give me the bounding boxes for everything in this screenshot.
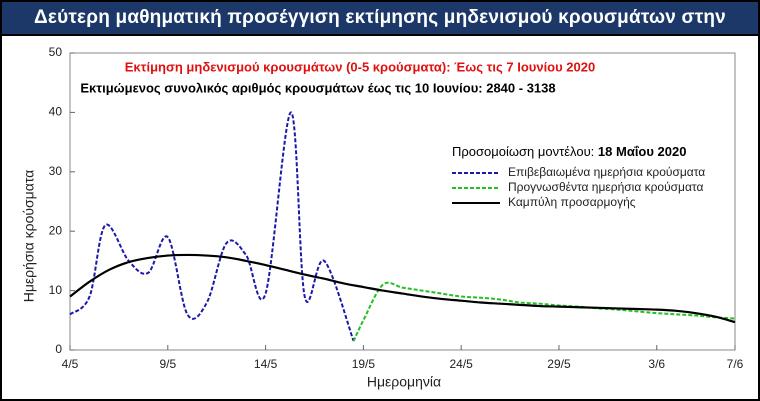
annotation: Εκτιμώμενος συνολικός αριθμός κρουσμάτων… [80,80,555,95]
chart: Εκτίμηση μηδενισμού κρουσμάτων (0-5 κρού… [2,36,758,399]
x-tick-label: 7/6 [727,357,744,371]
legend-label: Καμπύλη προσαρμογής [508,195,636,209]
annotation: Εκτίμηση μηδενισμού κρουσμάτων (0-5 κρού… [125,59,595,74]
y-tick-label: 10 [49,283,63,297]
legend-title-date: 18 Μαΐου 2020 [598,144,687,159]
y-tick-label: 50 [49,45,63,59]
title-bar: Δεύτερη μαθηματική προσέγγιση εκτίμησης … [2,2,758,60]
x-tick-label: 24/5 [449,357,473,371]
legend-label: Προγνωσθέντα ημερήσια κρούσματα [508,180,703,194]
x-tick-label: 4/5 [62,357,79,371]
plot-frame [69,52,736,351]
x-tick-label: 3/6 [648,357,665,371]
x-axis-label: Ημερομηνία [367,374,441,390]
series-line [352,281,736,342]
y-tick-label: 30 [49,164,63,178]
x-tick-label: 19/5 [352,357,376,371]
y-tick-label: 20 [49,223,63,237]
legend-title: Προσομοίωση μοντέλου: 18 Μαΐου 2020 [452,144,686,159]
legend-title-text: Προσομοίωση μοντέλου: [452,144,594,159]
y-tick-label: 0 [55,342,62,356]
x-tick-label: 14/5 [254,357,278,371]
y-axis-label: Ημερήσια κρούσματα [21,170,37,303]
x-tick-label: 9/5 [159,357,176,371]
x-tick-label: 29/5 [547,357,571,371]
legend-label: Επιβεβαιωμένα ημερήσια κρούσματα [508,165,705,179]
series-line [69,253,736,324]
series-line [69,111,355,342]
y-tick-label: 40 [49,105,63,119]
